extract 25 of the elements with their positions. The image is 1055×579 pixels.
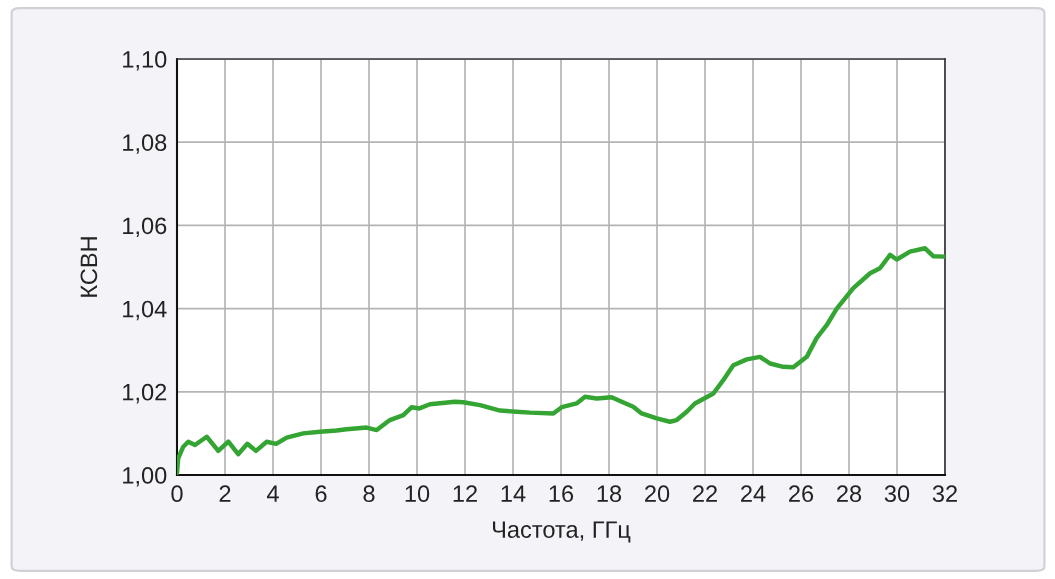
x-tick-label: 18 xyxy=(597,485,622,503)
y-tick-label: 1,08 xyxy=(123,134,167,154)
x-tick-label: 30 xyxy=(884,485,910,503)
x-tick-label: 32 xyxy=(932,485,957,503)
x-tick-label: 4 xyxy=(266,485,279,502)
x-tick-label: 2 xyxy=(219,485,231,502)
x-tick-label: 22 xyxy=(693,485,717,502)
x-tick-label: 16 xyxy=(549,485,574,503)
x-tick-label: 14 xyxy=(501,485,526,502)
y-tick-label: 1,02 xyxy=(123,383,167,404)
x-tick-label: 26 xyxy=(789,485,814,503)
x-tick-label: 10 xyxy=(405,485,430,503)
x-tick-label: 12 xyxy=(453,485,477,502)
x-tick-label: 6 xyxy=(315,485,327,503)
y-tick-label: 1,06 xyxy=(123,217,167,237)
x-tick-label: 28 xyxy=(837,485,862,503)
x-tick-label: 0 xyxy=(171,485,183,503)
x-tick-label: 8 xyxy=(363,485,375,503)
x-tick-label: 24 xyxy=(741,485,766,502)
x-tick-label: 20 xyxy=(645,485,670,503)
x-axis-title: Частота, ГГц xyxy=(492,521,631,543)
y-tick-label: 1,10 xyxy=(123,51,167,71)
y-tick-label: 1,04 xyxy=(123,300,167,321)
y-tick-label: 1,00 xyxy=(123,467,167,487)
y-axis-title: КСВН xyxy=(80,237,98,297)
